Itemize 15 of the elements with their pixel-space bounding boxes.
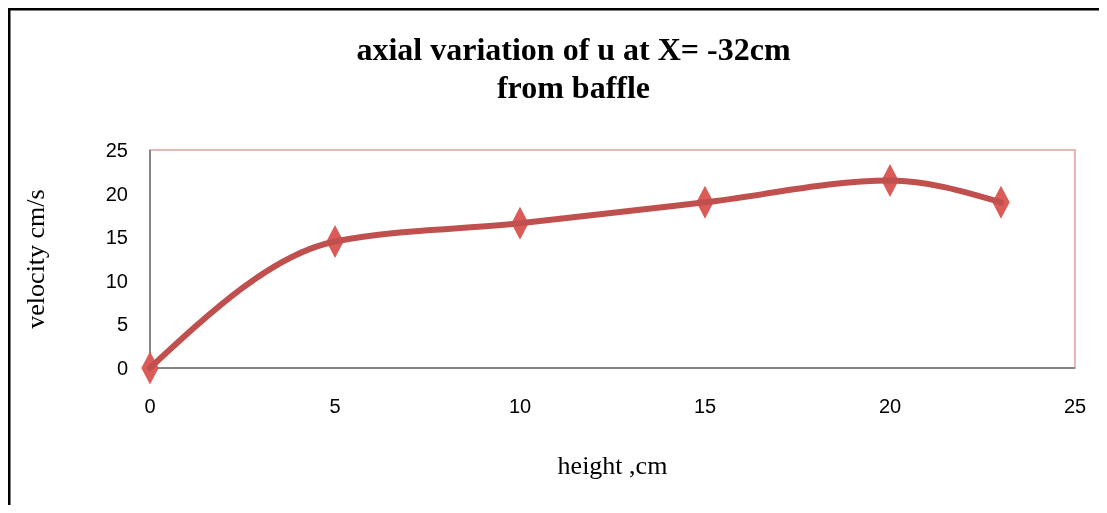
x-tick-label: 25 <box>1063 395 1087 417</box>
y-tick-label: 0 <box>116 357 128 379</box>
x-tick-label: 15 <box>693 395 717 417</box>
y-tick-label: 10 <box>105 269 128 292</box>
y-axis-title: velocity cm/s <box>21 189 50 329</box>
x-axis-title: height ,cm <box>557 451 668 480</box>
y-tick-label: 20 <box>105 182 128 205</box>
y-tick-label: 5 <box>116 313 128 336</box>
x-tick-label: 20 <box>878 395 902 417</box>
y-tick-label: 25 <box>105 139 128 161</box>
chart-title: axial variation of u at X= -32cm from baffle <box>356 31 791 105</box>
x-tick-label: 5 <box>329 395 341 417</box>
x-tick-label: 10 <box>508 395 532 417</box>
y-tick-label: 15 <box>105 226 128 249</box>
x-tick-label: 0 <box>144 395 156 417</box>
